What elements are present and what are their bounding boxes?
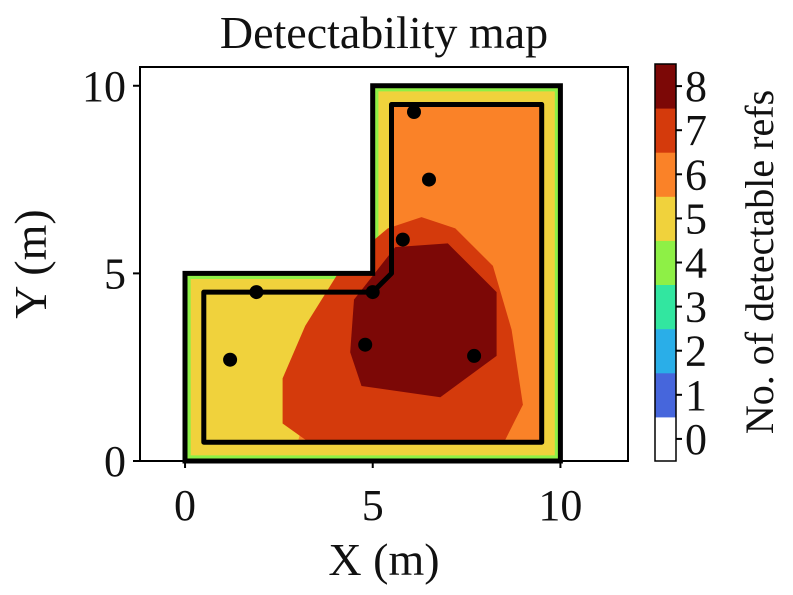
colorbar-tick-label: 7 [685,106,707,155]
reflector-point [223,352,238,367]
inner-outline [201,102,545,445]
x-tick-label: 5 [362,481,384,530]
colorbar-segment [655,196,676,241]
colorbar-segment [655,240,676,285]
reflector-point [365,285,380,300]
x-tick-label: 10 [538,481,582,530]
y-axis-label: Y (m) [5,209,56,318]
colorbar-segment [655,372,676,418]
colorbar-segment [655,152,676,197]
colorbar-segment [655,64,676,109]
colorbar-segment [655,284,676,330]
reflector-point [422,172,436,187]
reflector-point [467,348,482,363]
colorbar-frame [654,63,677,462]
x-tick-label: 0 [174,481,196,530]
reflector-point [395,232,410,247]
colorbar-tick-label: 6 [685,150,707,199]
colorbar-tick-label: 0 [685,415,707,464]
colorbar-segment [655,328,676,374]
heat-core-blob [350,243,497,398]
colorbar-tick-label: 2 [685,327,707,376]
reflector-point [249,285,264,300]
colorbar-tick-label: 8 [685,62,707,111]
reflector-point [358,337,373,352]
colorbar-tick-label: 4 [685,239,707,288]
colorbar-tick-label: 3 [685,283,707,332]
colorbar-tick-label: 5 [685,194,707,243]
y-tick-label: 5 [104,249,126,298]
reflector-point [407,105,421,119]
colorbar-tick-label: 1 [685,371,707,420]
plot-area [139,66,629,464]
x-axis-label: X (m) [328,534,439,585]
colorbar-segment [655,416,676,462]
y-tick-label: 10 [82,62,126,111]
y-tick-label: 0 [104,437,126,486]
colorbar-label: No. of detectable refs [737,90,782,434]
chart-title: Detectability map [220,7,548,58]
colorbar-segment [655,108,676,153]
